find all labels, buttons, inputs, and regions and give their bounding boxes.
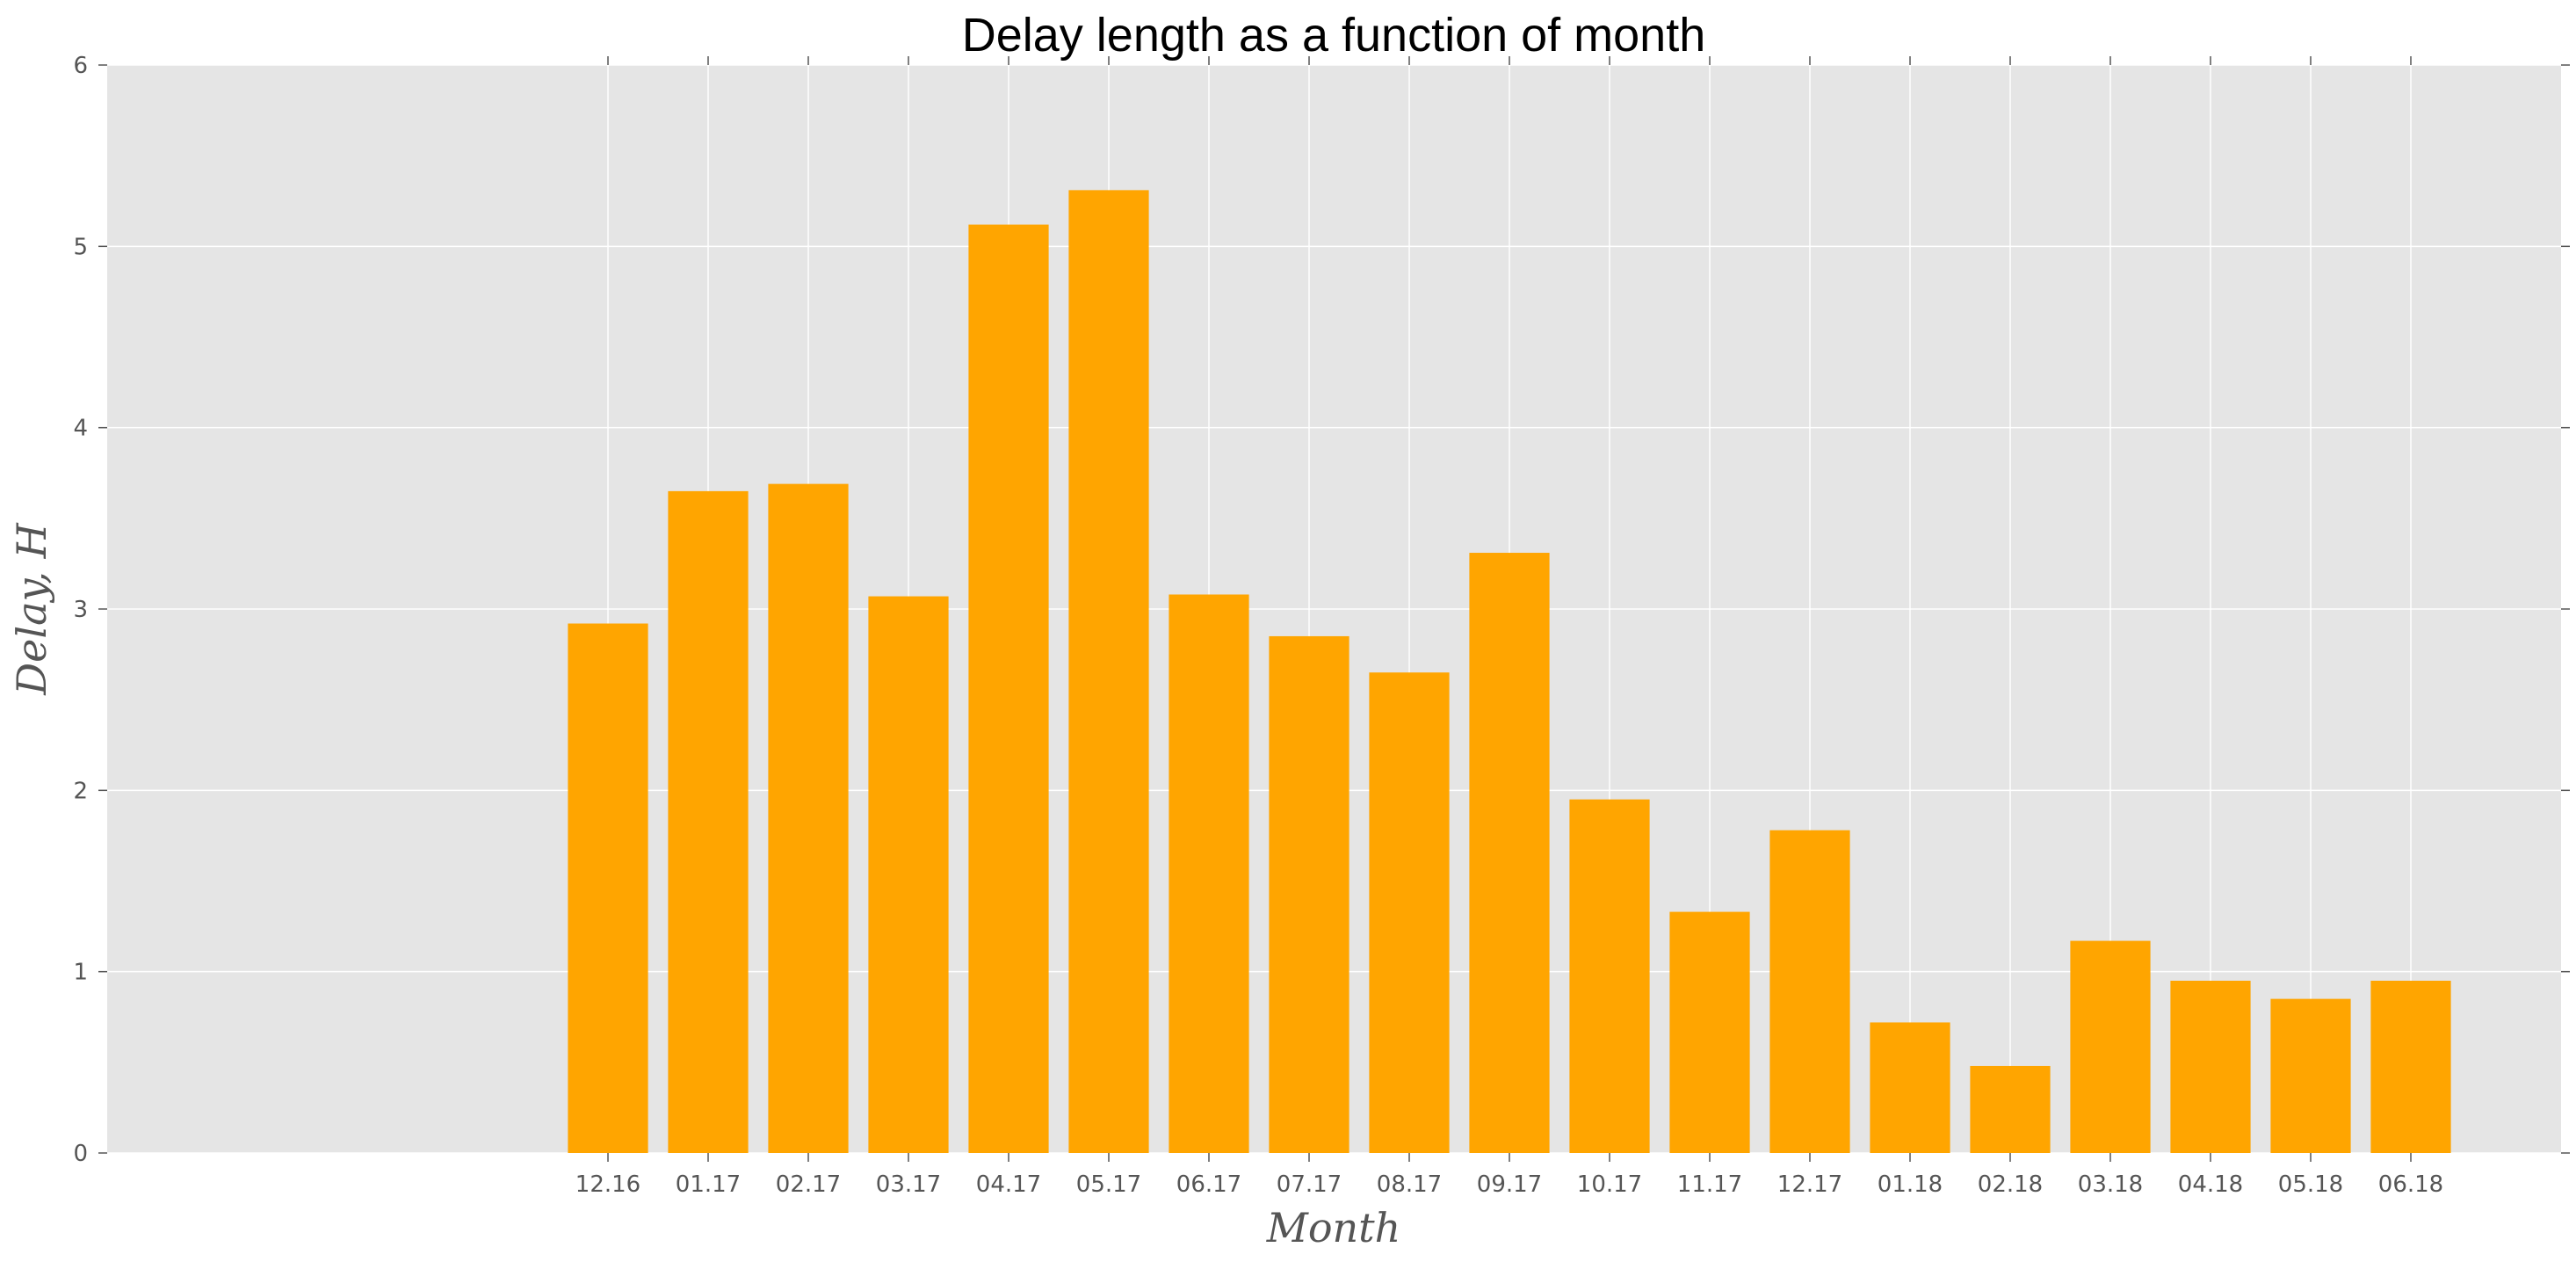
bar [1669, 911, 1750, 1153]
x-tick-label: 12.17 [1777, 1171, 1842, 1198]
bar [1369, 672, 1450, 1153]
x-tick-label: 04.18 [2178, 1171, 2243, 1198]
x-tick-label: 03.17 [876, 1171, 941, 1198]
x-tick-label: 10.17 [1577, 1171, 1642, 1198]
x-tick-label: 02.18 [1978, 1171, 2043, 1198]
y-tick-label: 5 [73, 234, 88, 260]
x-tick-label: 08.17 [1377, 1171, 1442, 1198]
y-tick-label: 6 [73, 53, 88, 79]
x-tick-label: 05.17 [1076, 1171, 1141, 1198]
bar [768, 483, 849, 1153]
bar [868, 596, 949, 1153]
bar [2370, 980, 2451, 1153]
x-axis-label: Month [1266, 1204, 1401, 1251]
bar [1269, 635, 1350, 1153]
x-tick-label: 05.18 [2278, 1171, 2343, 1198]
bar [2170, 980, 2251, 1153]
y-tick-label: 2 [73, 778, 88, 804]
bar [2070, 940, 2151, 1153]
bar [1769, 830, 1850, 1153]
y-tick-label: 1 [73, 960, 88, 986]
bar [668, 490, 749, 1153]
bar [2270, 998, 2351, 1153]
y-tick-label: 0 [73, 1141, 88, 1167]
y-axis-label: Delay, H [8, 522, 55, 695]
x-tick-label: 01.18 [1878, 1171, 1943, 1198]
x-tick-labels: 12.16 01.17 02.17 03.17 04.17 05.17 06.17 07.17… [575, 1171, 2443, 1198]
bar [1068, 190, 1149, 1153]
bar [568, 623, 648, 1153]
x-tick-label: 02.17 [776, 1171, 841, 1198]
x-tick-label: 06.17 [1176, 1171, 1241, 1198]
x-tick-label: 04.17 [976, 1171, 1041, 1198]
bar [1569, 799, 1650, 1153]
bar [1469, 553, 1550, 1153]
bar [1970, 1065, 2051, 1153]
x-tick-label: 01.17 [676, 1171, 741, 1198]
x-tick-label: 12.16 [575, 1171, 640, 1198]
x-tick-label: 07.17 [1277, 1171, 1342, 1198]
y-tick-labels: 0 1 2 3 4 5 6 [73, 53, 88, 1167]
bar [968, 224, 1049, 1153]
x-tick-label: 03.18 [2078, 1171, 2143, 1198]
x-tick-label: 11.17 [1677, 1171, 1742, 1198]
y-tick-label: 3 [73, 597, 88, 623]
tick-marks [98, 56, 2570, 1162]
chart-title: Delay length as a function of month [962, 9, 1706, 62]
x-tick-label: 06.18 [2378, 1171, 2443, 1198]
bar [1169, 594, 1249, 1153]
bars [568, 190, 2451, 1153]
bar [1870, 1022, 1950, 1153]
x-tick-label: 09.17 [1477, 1171, 1542, 1198]
y-tick-label: 4 [73, 416, 88, 442]
